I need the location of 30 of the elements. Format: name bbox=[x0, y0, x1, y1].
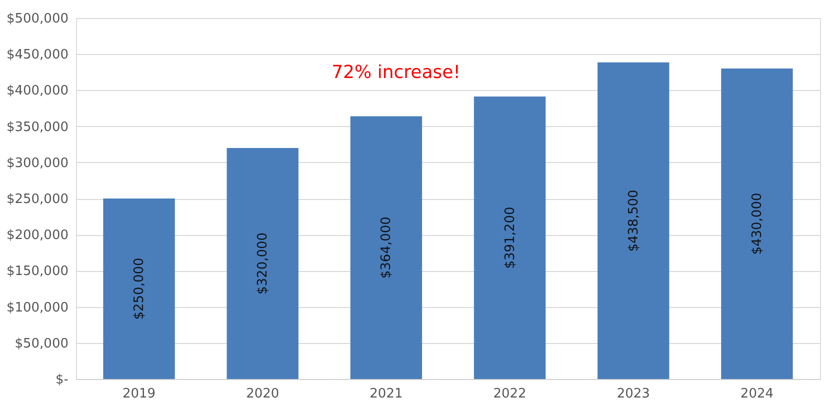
y-tick-label: $400,000 bbox=[6, 84, 68, 99]
y-tick-label: $100,000 bbox=[6, 300, 68, 316]
y-tick-label: $200,000 bbox=[6, 228, 68, 244]
x-tick-label: 2021 bbox=[370, 386, 403, 402]
x-tick-label: 2022 bbox=[493, 386, 526, 402]
data-label: $391,200 bbox=[502, 206, 518, 269]
data-label: $438,500 bbox=[626, 190, 642, 252]
bar bbox=[226, 148, 298, 379]
y-tick-label: $250,000 bbox=[6, 192, 68, 207]
y-tick-label: $450,000 bbox=[6, 48, 68, 63]
x-tick-label: 2023 bbox=[616, 386, 650, 402]
x-tick-label: 2019 bbox=[122, 386, 156, 402]
bar bbox=[721, 68, 793, 379]
data-label: $364,000 bbox=[379, 216, 394, 279]
y-tick-label: $500,000 bbox=[6, 12, 68, 26]
data-label: $430,000 bbox=[750, 192, 765, 255]
y-tick-label: $50,000 bbox=[14, 336, 68, 352]
y-tick-label: $350,000 bbox=[6, 120, 68, 135]
y-tick-label: $300,000 bbox=[6, 156, 68, 171]
x-tick-label: 2024 bbox=[740, 386, 774, 402]
y-tick-label: $150,000 bbox=[6, 264, 68, 280]
annotation: 72% increase! bbox=[332, 62, 460, 83]
x-tick-label: 2020 bbox=[246, 386, 280, 402]
data-label: $250,000 bbox=[132, 258, 148, 320]
bar bbox=[474, 96, 546, 379]
bar bbox=[350, 116, 422, 379]
data-label: $320,000 bbox=[256, 232, 271, 294]
y-tick-label: $- bbox=[56, 372, 69, 388]
bar bbox=[103, 198, 175, 379]
bar bbox=[598, 62, 670, 379]
